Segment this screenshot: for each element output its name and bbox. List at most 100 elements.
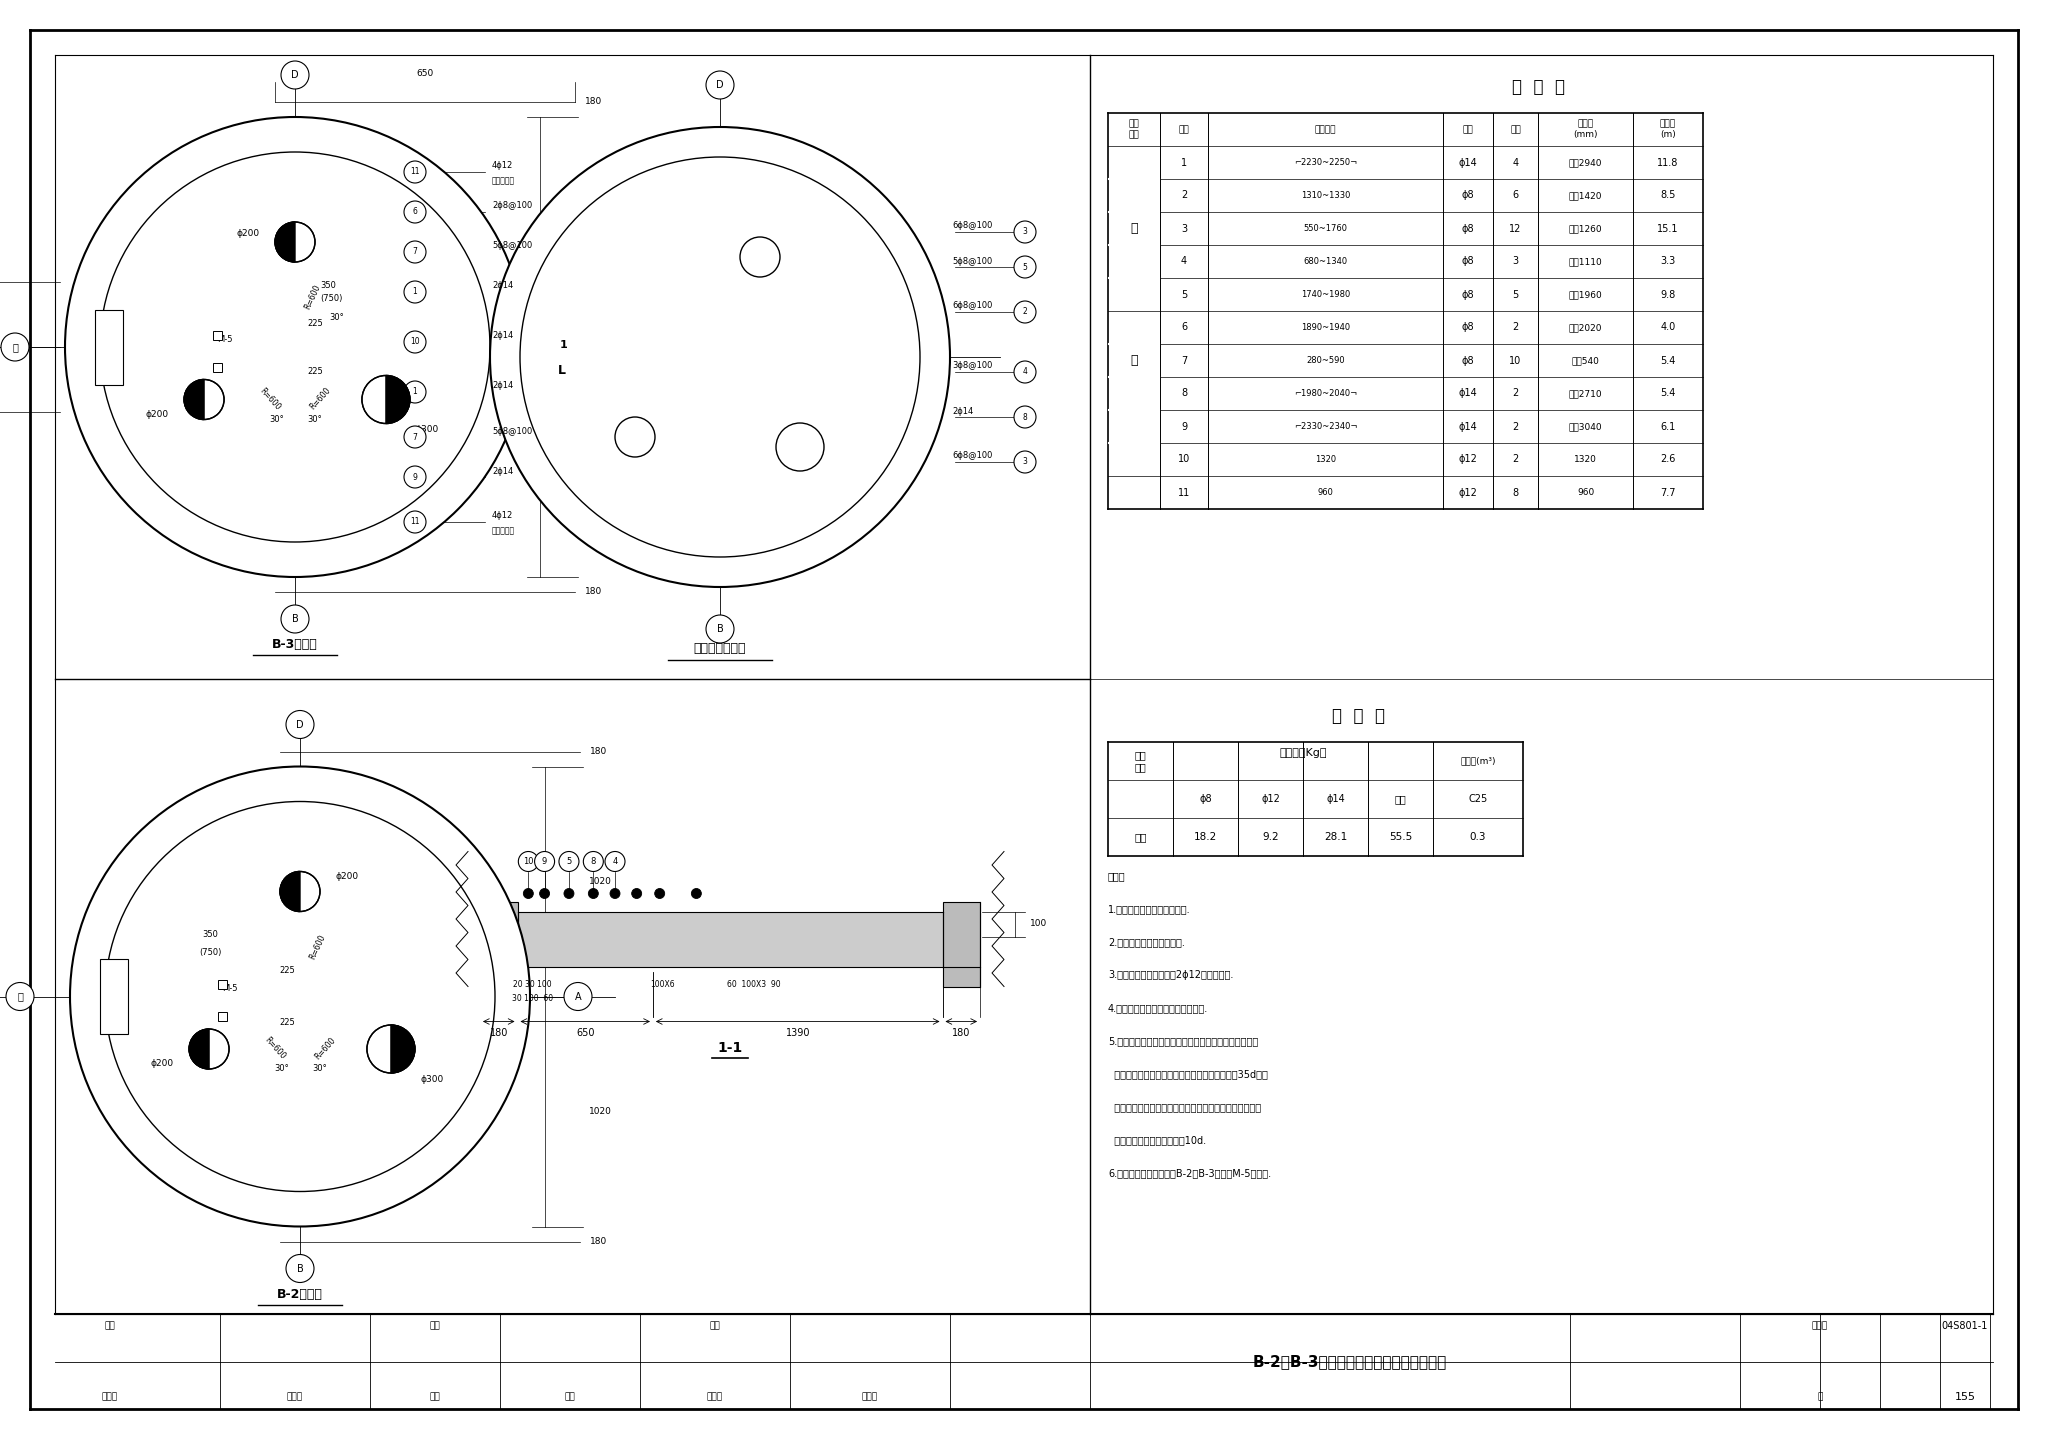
Text: 1020: 1020 [590, 876, 612, 886]
Text: 平均2710: 平均2710 [1569, 389, 1602, 399]
Text: 焊接长度，焊接长度不少于10d.: 焊接长度，焊接长度不少于10d. [1108, 1135, 1206, 1145]
Text: 1740~1980: 1740~1980 [1300, 291, 1350, 299]
Circle shape [281, 60, 309, 89]
Text: 10: 10 [522, 858, 535, 866]
Text: 30 100  60: 30 100 60 [512, 994, 553, 1003]
Text: R=600: R=600 [303, 283, 324, 311]
Circle shape [655, 888, 666, 898]
Text: 2ϕ14: 2ϕ14 [492, 381, 514, 390]
Text: 门: 门 [12, 342, 18, 353]
Text: ⌐1980~2040¬: ⌐1980~2040¬ [1294, 389, 1358, 399]
Circle shape [274, 222, 315, 262]
Text: 2.6: 2.6 [1661, 455, 1675, 465]
Text: 3: 3 [1511, 256, 1518, 266]
Text: 平台配筋平面图: 平台配筋平面图 [694, 642, 745, 656]
Text: ϕ12: ϕ12 [1262, 794, 1280, 804]
Circle shape [1014, 450, 1036, 473]
Bar [942, 901, 981, 987]
Text: 好与平台连接的钢牛腿，钢牛腿锚固长度不少于35d；也: 好与平台连接的钢牛腿，钢牛腿锚固长度不少于35d；也 [1108, 1069, 1268, 1079]
Text: 1: 1 [1182, 157, 1188, 167]
Circle shape [588, 888, 598, 898]
Text: A: A [575, 991, 582, 1002]
Circle shape [707, 614, 733, 643]
Text: 直径: 直径 [1462, 125, 1473, 134]
Text: D: D [297, 720, 303, 730]
Circle shape [1014, 361, 1036, 383]
Text: 6.括号内数据是支筒规格B-2、B-3的埋件M-5的位置.: 6.括号内数据是支筒规格B-2、B-3的埋件M-5的位置. [1108, 1168, 1272, 1179]
Text: B-3模板图: B-3模板图 [272, 639, 317, 652]
Text: 11.8: 11.8 [1657, 157, 1679, 167]
Text: 构件
名称: 构件 名称 [1135, 750, 1147, 771]
Text: 5: 5 [1511, 289, 1520, 299]
Text: 家绍奎: 家绍奎 [102, 1393, 119, 1402]
Text: ϕ300: ϕ300 [422, 1075, 444, 1084]
Circle shape [692, 888, 700, 898]
Text: M-5: M-5 [223, 984, 238, 993]
Circle shape [524, 888, 532, 898]
Text: 编号: 编号 [1180, 125, 1190, 134]
Text: 9: 9 [412, 472, 418, 482]
Circle shape [403, 426, 426, 448]
Text: 构件
名称: 构件 名称 [1128, 119, 1139, 140]
Text: 2: 2 [1022, 308, 1028, 317]
Text: 8: 8 [1511, 488, 1518, 498]
Text: (750): (750) [319, 295, 342, 304]
Text: 平均540: 平均540 [1571, 355, 1599, 366]
Text: 3: 3 [1022, 227, 1028, 236]
Text: B-2、B-3钢筋混凝土平台图（三管方案）: B-2、B-3钢筋混凝土平台图（三管方案） [1253, 1354, 1448, 1368]
Text: ϕ8: ϕ8 [1462, 355, 1475, 366]
Wedge shape [274, 222, 295, 262]
Text: R=600: R=600 [258, 386, 283, 412]
Text: 3ϕ8@100: 3ϕ8@100 [952, 361, 993, 370]
Text: 6: 6 [412, 207, 418, 216]
Text: 钢  筋  表: 钢 筋 表 [1511, 78, 1565, 96]
Text: 平华孝: 平华孝 [862, 1393, 879, 1402]
Text: 225: 225 [307, 367, 324, 376]
Text: 30°: 30° [313, 1063, 328, 1073]
Circle shape [184, 380, 223, 420]
Circle shape [188, 1029, 229, 1069]
Bar [213, 363, 221, 371]
Circle shape [281, 604, 309, 633]
Text: D: D [717, 81, 723, 91]
Text: 5.4: 5.4 [1661, 389, 1675, 399]
Text: 1020: 1020 [590, 1107, 612, 1117]
Text: 1: 1 [412, 288, 418, 296]
Text: 1-1: 1-1 [717, 1042, 743, 1055]
Text: 3.3: 3.3 [1661, 256, 1675, 266]
Text: ⌐2330~2340¬: ⌐2330~2340¬ [1294, 422, 1358, 432]
Text: 225: 225 [307, 318, 324, 328]
Text: 2.平台钢筋遇管孔自行切断.: 2.平台钢筋遇管孔自行切断. [1108, 937, 1186, 947]
Text: 5ϕ8@100: 5ϕ8@100 [952, 256, 991, 266]
Circle shape [66, 117, 524, 577]
Text: 5ϕ8@100: 5ϕ8@100 [492, 242, 532, 250]
Circle shape [518, 852, 539, 872]
Text: 材  料  表: 材 料 表 [1331, 707, 1384, 725]
Text: ϕ14: ϕ14 [1458, 157, 1477, 167]
Text: 6.1: 6.1 [1661, 422, 1675, 432]
Bar [100, 958, 127, 1035]
Text: 6ϕ8@100: 6ϕ8@100 [952, 452, 993, 460]
Text: 11: 11 [1178, 488, 1190, 498]
Text: 1020: 1020 [584, 458, 606, 466]
Text: 2ϕ14: 2ϕ14 [952, 406, 973, 416]
Circle shape [287, 711, 313, 738]
Circle shape [584, 852, 604, 872]
Text: 0.3: 0.3 [1470, 832, 1487, 842]
Circle shape [287, 1255, 313, 1282]
Text: 门: 门 [16, 991, 23, 1002]
Text: 225: 225 [279, 1017, 295, 1027]
Text: 1890~1940: 1890~1940 [1300, 322, 1350, 332]
Text: 页: 页 [1817, 1393, 1823, 1402]
Text: 1390: 1390 [786, 1029, 809, 1039]
Text: 2: 2 [1511, 322, 1520, 332]
Circle shape [0, 332, 29, 361]
Circle shape [403, 161, 426, 183]
Text: 简　　图: 简 图 [1315, 125, 1335, 134]
Wedge shape [184, 380, 205, 420]
Text: 设计: 设计 [709, 1321, 721, 1331]
Text: 30°: 30° [274, 1063, 289, 1073]
Text: 9: 9 [1182, 422, 1188, 432]
Text: 7: 7 [412, 248, 418, 256]
Text: ϕ8: ϕ8 [1462, 256, 1475, 266]
